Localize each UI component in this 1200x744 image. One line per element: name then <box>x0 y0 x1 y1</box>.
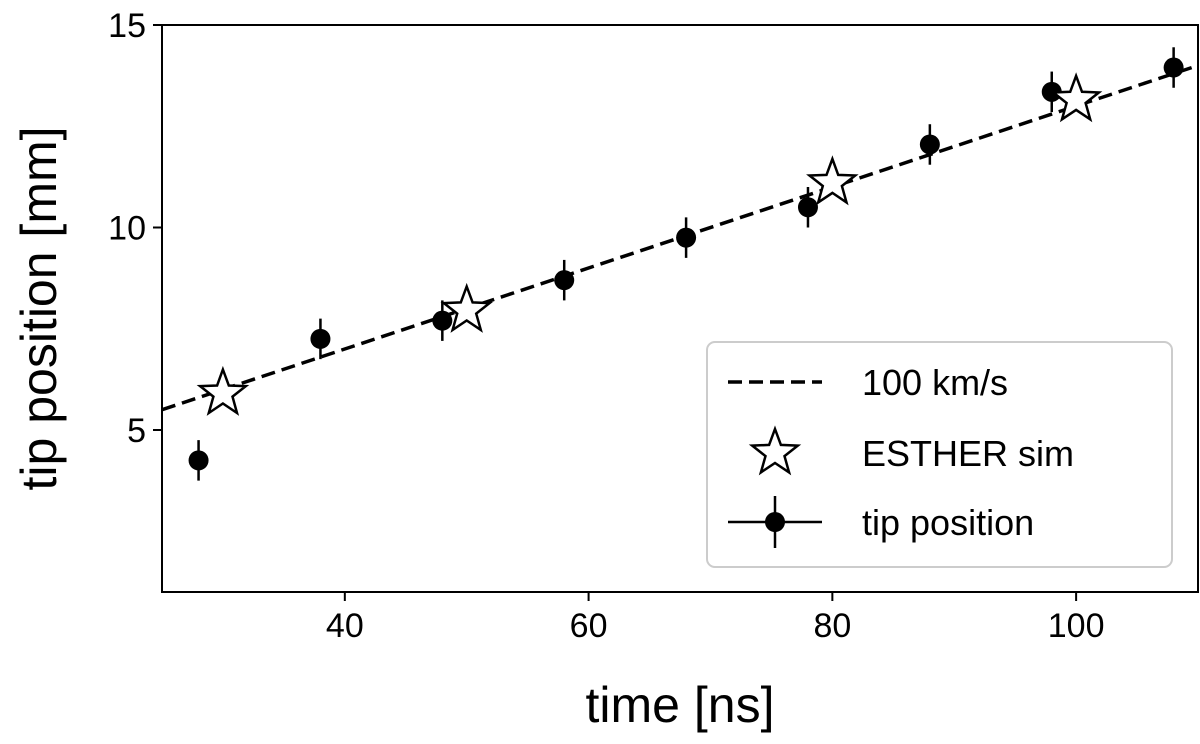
tip-position-point <box>554 270 575 291</box>
esther-sim-star <box>196 365 250 416</box>
y-tick-label: 5 <box>127 412 146 450</box>
tip-position-point <box>919 134 940 155</box>
esther-sim-star <box>1049 72 1103 123</box>
tip-position-point <box>310 328 331 349</box>
x-tick-label: 40 <box>326 607 364 645</box>
plot-frame <box>161 24 1199 593</box>
legend-label: ESTHER sim <box>862 433 1074 474</box>
legend-label: tip position <box>862 502 1034 543</box>
tip-position-point <box>432 310 453 331</box>
legend: 100 km/s ESTHER sim tip position <box>706 341 1173 568</box>
tip-position-point <box>676 227 697 248</box>
x-tick-label: 100 <box>1048 607 1105 645</box>
x-tick-label: 60 <box>570 607 608 645</box>
y-tick-label: 10 <box>108 210 146 248</box>
tip-position-point <box>797 197 818 218</box>
legend-handle-circle <box>765 512 785 532</box>
axis-ticks: 40 60 80 100 5 10 15 <box>108 7 1104 645</box>
legend-box <box>706 341 1173 568</box>
tip-position-point <box>1163 57 1184 78</box>
esther-sim-star <box>440 282 493 333</box>
legend-label: 100 km/s <box>862 362 1008 403</box>
legend-handle-star <box>748 425 802 476</box>
x-tick-label: 80 <box>813 607 851 645</box>
x-axis-label: time [ns] <box>586 677 775 733</box>
fit-line-100kms <box>162 63 1198 412</box>
y-tick-label: 15 <box>108 7 146 45</box>
esther-sim-star <box>806 155 859 206</box>
y-axis-label: tip position [mm] <box>11 126 67 490</box>
plot-area <box>162 47 1198 481</box>
tip-position-point <box>188 450 209 471</box>
